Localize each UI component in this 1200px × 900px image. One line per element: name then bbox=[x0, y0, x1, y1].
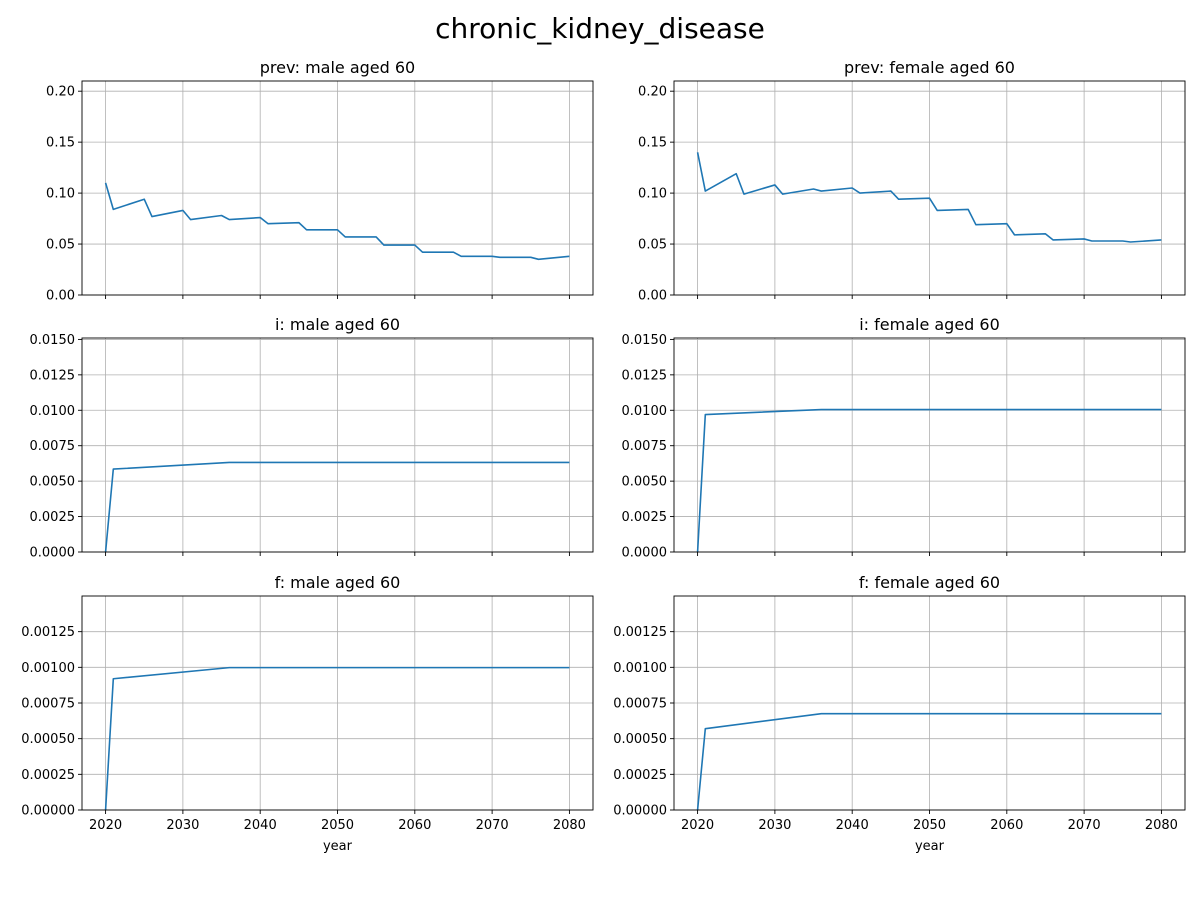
y-tick-label: 0.0050 bbox=[622, 475, 668, 490]
y-tick-label: 0.00 bbox=[638, 289, 667, 304]
series-line bbox=[696, 408, 1162, 552]
x-axis-label: year bbox=[323, 839, 353, 854]
y-tick-label: 0.15 bbox=[46, 136, 75, 151]
y-tick-label: 0.05 bbox=[638, 238, 667, 253]
x-tick-label: 2080 bbox=[553, 818, 586, 833]
x-tick-label: 2020 bbox=[681, 818, 714, 833]
series-line bbox=[696, 712, 1162, 810]
subplot-title: f: female aged 60 bbox=[859, 573, 1000, 592]
x-tick-label: 2080 bbox=[1145, 818, 1178, 833]
y-tick-label: 0.00050 bbox=[21, 732, 75, 747]
y-tick-label: 0.00025 bbox=[21, 768, 75, 783]
y-tick-label: 0.10 bbox=[638, 187, 667, 202]
y-tick-label: 0.10 bbox=[46, 187, 75, 202]
x-tick-label: 2040 bbox=[836, 818, 869, 833]
y-tick-label: 0.0125 bbox=[30, 368, 76, 383]
subplot-title: i: male aged 60 bbox=[275, 315, 400, 334]
y-tick-label: 0.00100 bbox=[21, 661, 75, 676]
subplot-4: 0.0000 0.0025 0.0050 0.0075 0.0100 0.0125 0.01… bbox=[622, 315, 1186, 561]
x-tick-label: 2050 bbox=[321, 818, 354, 833]
subplot-3: 0.0000 0.0025 0.0050 0.0075 0.0100 0.0125 0.01… bbox=[30, 315, 594, 561]
y-tick-label: 0.00075 bbox=[21, 697, 75, 712]
y-tick-label: 0.20 bbox=[46, 85, 75, 100]
y-tick-label: 0.00025 bbox=[613, 768, 667, 783]
y-tick-label: 0.0025 bbox=[622, 510, 668, 525]
y-tick-label: 0.0050 bbox=[30, 475, 76, 490]
x-axis-label: year bbox=[915, 839, 945, 854]
subplot-6: 2020 2030 2040 2050 2060 2070 2080 0.00000 0.000… bbox=[613, 573, 1186, 854]
series-line bbox=[104, 461, 570, 552]
x-tick-label: 2030 bbox=[166, 818, 199, 833]
x-tick-label: 2070 bbox=[1068, 818, 1101, 833]
x-tick-label: 2060 bbox=[990, 818, 1023, 833]
x-tick-label: 2030 bbox=[758, 818, 791, 833]
y-tick-label: 0.05 bbox=[46, 238, 75, 253]
subplot-title: prev: male aged 60 bbox=[260, 58, 415, 77]
y-tick-label: 0.0075 bbox=[30, 439, 76, 454]
y-tick-label: 0.00050 bbox=[613, 732, 667, 747]
x-tick-label: 2060 bbox=[398, 818, 431, 833]
y-tick-label: 0.20 bbox=[638, 85, 667, 100]
x-tick-label: 2050 bbox=[913, 818, 946, 833]
x-tick-label: 2020 bbox=[89, 818, 122, 833]
series-line bbox=[104, 666, 570, 810]
subplot-title: i: female aged 60 bbox=[859, 315, 1000, 334]
y-tick-label: 0.00125 bbox=[21, 625, 75, 640]
y-tick-label: 0.00 bbox=[46, 289, 75, 304]
subplot-1: 0.00 0.05 0.10 0.15 0.20 prev: male aged 60 bbox=[46, 58, 594, 304]
y-tick-label: 0.0125 bbox=[622, 368, 668, 383]
y-tick-label: 0.0000 bbox=[30, 546, 76, 561]
subplot-title: f: male aged 60 bbox=[275, 573, 401, 592]
series-line bbox=[104, 182, 570, 261]
y-tick-label: 0.0100 bbox=[622, 404, 668, 419]
y-tick-label: 0.00075 bbox=[613, 697, 667, 712]
y-tick-label: 0.0150 bbox=[30, 333, 76, 348]
series-line bbox=[696, 152, 1162, 243]
x-tick-label: 2040 bbox=[244, 818, 277, 833]
figure-title: chronic_kidney_disease bbox=[435, 12, 765, 45]
y-tick-label: 0.00100 bbox=[613, 661, 667, 676]
y-tick-label: 0.00000 bbox=[21, 804, 75, 819]
y-tick-label: 0.0000 bbox=[622, 546, 668, 561]
x-tick-label: 2070 bbox=[476, 818, 509, 833]
y-tick-label: 0.00125 bbox=[613, 625, 667, 640]
y-tick-label: 0.0075 bbox=[622, 439, 668, 454]
y-tick-label: 0.15 bbox=[638, 136, 667, 151]
subplot-5: 2020 2030 2040 2050 2060 2070 2080 0.00000 0.000… bbox=[21, 573, 594, 854]
y-tick-label: 0.0150 bbox=[622, 333, 668, 348]
subplot-title: prev: female aged 60 bbox=[844, 58, 1015, 77]
y-tick-label: 0.00000 bbox=[613, 804, 667, 819]
y-tick-label: 0.0100 bbox=[30, 404, 76, 419]
y-tick-label: 0.0025 bbox=[30, 510, 76, 525]
subplot-2: 0.00 0.05 0.10 0.15 0.20 prev: female aged 60 bbox=[638, 58, 1186, 304]
